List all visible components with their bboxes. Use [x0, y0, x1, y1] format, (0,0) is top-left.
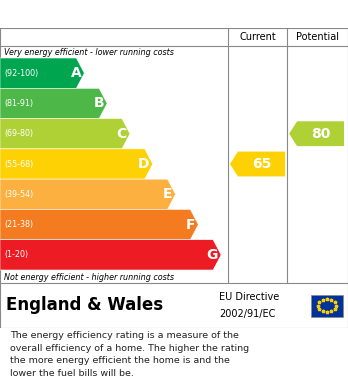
Polygon shape	[0, 118, 130, 149]
Polygon shape	[230, 152, 285, 176]
Text: Not energy efficient - higher running costs: Not energy efficient - higher running co…	[4, 273, 174, 282]
Polygon shape	[0, 88, 107, 118]
Text: Energy Efficiency Rating: Energy Efficiency Rating	[10, 7, 213, 22]
Text: (92-100): (92-100)	[4, 69, 38, 78]
Text: (69-80): (69-80)	[4, 129, 33, 138]
Polygon shape	[0, 58, 84, 88]
Text: (55-68): (55-68)	[4, 160, 33, 169]
Polygon shape	[0, 149, 153, 179]
Text: 65: 65	[252, 157, 271, 171]
Text: C: C	[117, 127, 127, 141]
Polygon shape	[0, 179, 175, 210]
Text: EU Directive: EU Directive	[219, 292, 279, 301]
Text: (39-54): (39-54)	[4, 190, 33, 199]
Text: G: G	[207, 248, 218, 262]
Text: Very energy efficient - lower running costs: Very energy efficient - lower running co…	[4, 48, 174, 57]
Text: B: B	[94, 97, 104, 110]
Text: 80: 80	[311, 127, 330, 141]
Text: D: D	[138, 157, 150, 171]
Text: Potential: Potential	[296, 32, 339, 42]
Polygon shape	[289, 121, 344, 146]
Text: (21-38): (21-38)	[4, 220, 33, 229]
Text: (81-91): (81-91)	[4, 99, 33, 108]
Text: England & Wales: England & Wales	[6, 296, 163, 314]
Text: The energy efficiency rating is a measure of the
overall efficiency of a home. T: The energy efficiency rating is a measur…	[10, 331, 250, 378]
Text: (1-20): (1-20)	[4, 250, 28, 259]
Text: 2002/91/EC: 2002/91/EC	[219, 310, 276, 319]
Text: A: A	[71, 66, 81, 80]
Polygon shape	[0, 240, 221, 270]
Polygon shape	[0, 210, 198, 240]
Bar	[311, 294, 343, 316]
Text: Current: Current	[239, 32, 276, 42]
Text: F: F	[186, 217, 195, 231]
Text: E: E	[163, 187, 173, 201]
